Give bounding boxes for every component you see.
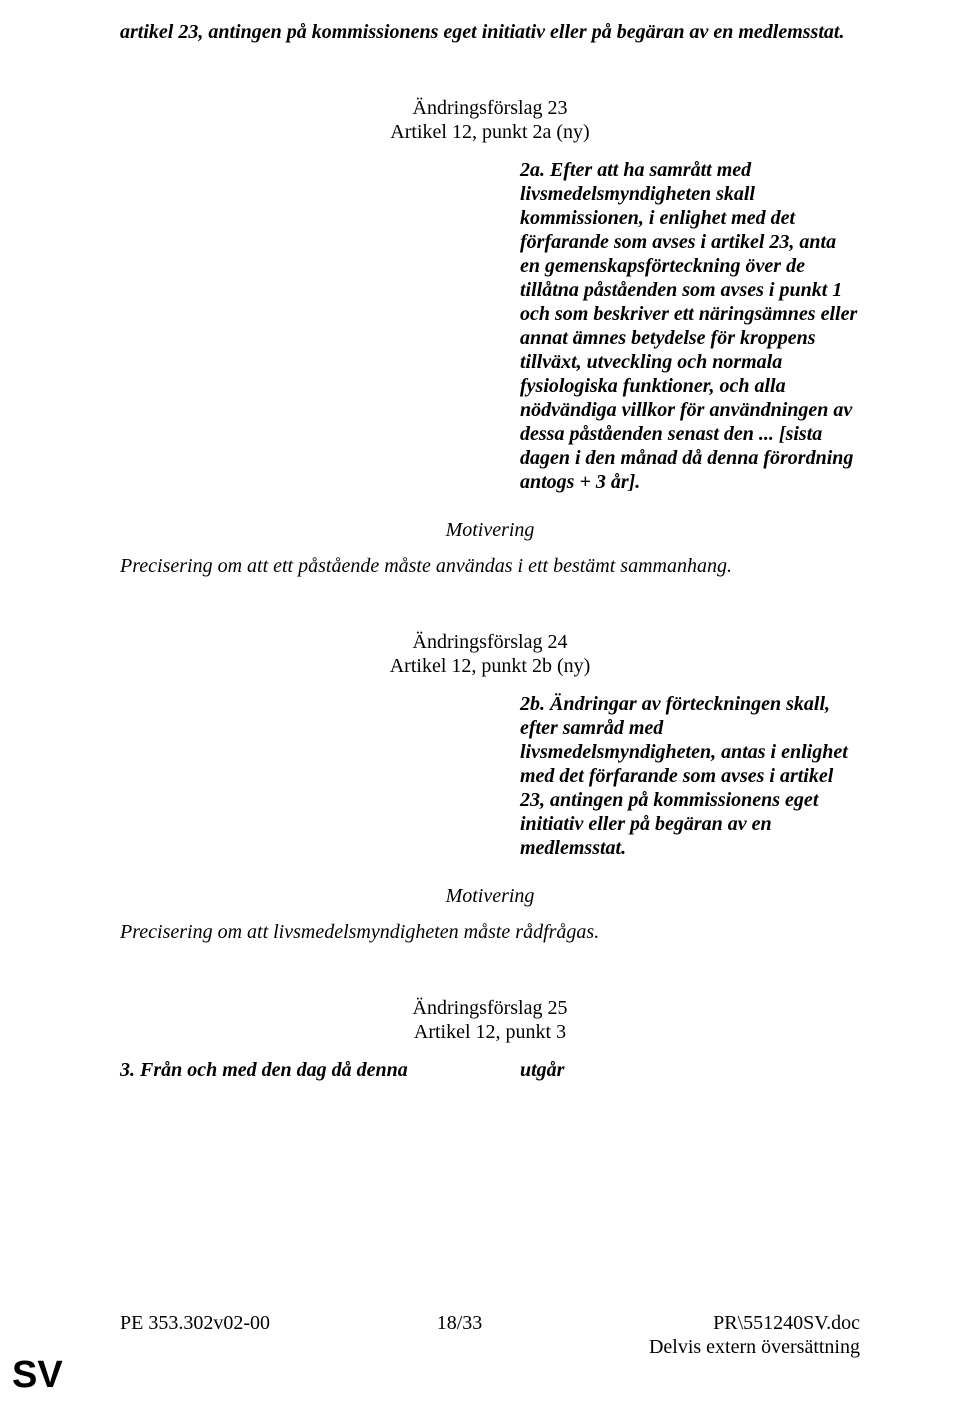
amendment-24-body: 2b. Ändringar av förteckningen skall, ef… bbox=[520, 692, 860, 860]
footer-right: PR\551240SV.doc Delvis extern översättni… bbox=[649, 1311, 860, 1359]
motivation-24-text: Precisering om att livsmedelsmyndigheten… bbox=[120, 920, 860, 944]
amendment-25-left: 3. Från och med den dag då denna bbox=[120, 1058, 520, 1082]
footer-center: 18/33 bbox=[437, 1311, 483, 1335]
amendment-25-article: Artikel 12, punkt 3 bbox=[120, 1020, 860, 1044]
amendment-23-body: 2a. Efter att ha samrått med livsmedelsm… bbox=[520, 158, 860, 494]
amendment-25-right: utgår bbox=[520, 1058, 860, 1082]
amendment-24-header: Ändringsförslag 24 Artikel 12, punkt 2b … bbox=[120, 630, 860, 678]
amendment-25-row: 3. Från och med den dag då denna utgår bbox=[120, 1058, 860, 1082]
motivation-23-label: Motivering bbox=[120, 518, 860, 542]
footer-right-line2: Delvis extern översättning bbox=[649, 1335, 860, 1359]
motivation-23-text: Precisering om att ett påstående måste a… bbox=[120, 554, 860, 578]
footer-right-line1: PR\551240SV.doc bbox=[649, 1311, 860, 1335]
footer-left: PE 353.302v02-00 bbox=[120, 1311, 270, 1335]
amendment-24-title: Ändringsförslag 24 bbox=[120, 630, 860, 654]
amendment-23-article: Artikel 12, punkt 2a (ny) bbox=[120, 120, 860, 144]
amendment-23-header: Ändringsförslag 23 Artikel 12, punkt 2a … bbox=[120, 96, 860, 144]
motivation-24-label: Motivering bbox=[120, 884, 860, 908]
amendment-24-article: Artikel 12, punkt 2b (ny) bbox=[120, 654, 860, 678]
footer: PE 353.302v02-00 18/33 PR\551240SV.doc D… bbox=[120, 1311, 860, 1359]
amendment-25-header: Ändringsförslag 25 Artikel 12, punkt 3 bbox=[120, 996, 860, 1044]
sv-label: SV bbox=[12, 1353, 63, 1399]
intro-text: artikel 23, antingen på kommissionens eg… bbox=[120, 20, 860, 44]
amendment-25-title: Ändringsförslag 25 bbox=[120, 996, 860, 1020]
amendment-23-title: Ändringsförslag 23 bbox=[120, 96, 860, 120]
